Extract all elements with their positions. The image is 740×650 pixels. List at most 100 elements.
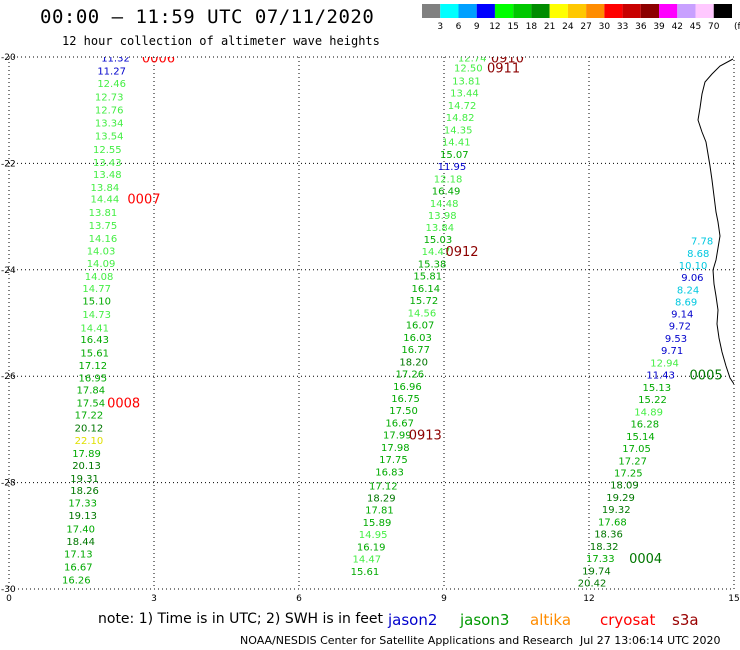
wave-height-label: 14.56	[408, 308, 437, 319]
y-tick-label: -28	[1, 479, 16, 489]
wave-height-label: 12.94	[650, 358, 679, 369]
wave-height-label: 15.61	[80, 348, 109, 359]
wave-height-label: 16.75	[391, 394, 420, 405]
color-swatch	[622, 4, 641, 18]
color-swatch	[640, 4, 660, 18]
wave-height-label: 15.38	[418, 259, 447, 270]
color-swatch	[659, 4, 678, 18]
y-tick-label: -26	[1, 372, 16, 382]
time-label: 0910	[491, 52, 524, 67]
chart-title: 00:00 – 11:59 UTC 07/11/2020	[40, 6, 375, 28]
wave-height-label: 16.77	[401, 345, 430, 356]
color-tick-label: 9	[474, 22, 480, 32]
wave-height-label: 17.27	[618, 456, 647, 467]
wave-height-label: 17.22	[75, 411, 104, 422]
wave-height-label: 15.10	[82, 297, 111, 308]
wave-height-label: 13.34	[95, 118, 124, 129]
wave-height-label: 11.43	[646, 371, 675, 382]
wave-height-label: 17.40	[66, 524, 95, 535]
wave-height-label: 18.20	[399, 357, 428, 368]
color-tick-label: 70	[708, 22, 720, 32]
wave-height-label: 16.07	[406, 321, 435, 332]
wave-height-label: 15.89	[363, 518, 392, 529]
color-tick-label: 18	[526, 22, 538, 32]
plot-frame	[8, 56, 735, 590]
wave-height-label: 18.26	[70, 486, 99, 497]
wave-height-label: 16.49	[432, 187, 461, 198]
wave-height-label: 9.72	[669, 322, 691, 333]
color-tick-label: 21	[544, 22, 555, 32]
wave-height-label: 14.08	[85, 272, 114, 283]
wave-height-label: 13.44	[450, 89, 479, 100]
x-tick-label: 6	[296, 594, 302, 604]
color-swatch	[695, 4, 714, 18]
wave-height-label: 17.50	[389, 406, 418, 417]
wave-height-label: 13.84	[91, 183, 120, 194]
wave-height-label: 19.32	[602, 505, 631, 516]
wave-height-label: 14.82	[446, 113, 475, 124]
color-swatch	[549, 4, 568, 18]
wave-height-label: 9.06	[681, 273, 703, 284]
y-tick-label: -24	[1, 266, 16, 276]
wave-height-label: 14.77	[82, 284, 111, 295]
coastline	[697, 58, 734, 385]
wave-height-label: 17.12	[78, 361, 107, 372]
wave-height-label: 19.74	[582, 566, 611, 577]
wave-height-label: 19.13	[68, 511, 97, 522]
wave-height-label: 17.05	[622, 444, 651, 455]
wave-height-label: 9.53	[665, 334, 687, 345]
wave-height-label: 13.84	[426, 223, 455, 234]
legend-notes: note: 1) Time is in UTC; 2) SWH is in fe…	[0, 607, 740, 633]
wave-height-label: 15.07	[440, 150, 469, 161]
wave-height-label: 13.81	[89, 208, 118, 219]
legend-cryosat: cryosat	[600, 611, 656, 629]
wave-height-label: 14.44	[91, 195, 120, 206]
wave-height-label: 16.03	[403, 333, 432, 344]
color-tick-label: 30	[599, 22, 611, 32]
wave-height-label: 17.12	[369, 481, 398, 492]
wave-height-label: 11.27	[97, 66, 126, 77]
wave-height-label: 12.73	[95, 92, 124, 103]
wave-height-label: 14.35	[444, 125, 473, 136]
wave-height-label: 14.09	[87, 259, 116, 270]
time-label: 0913	[409, 429, 442, 444]
wave-height-label: 15.81	[413, 272, 442, 283]
wave-height-label: 8.68	[687, 249, 709, 260]
wave-height-label: 12.55	[93, 145, 122, 156]
y-tick-label: -20	[1, 53, 16, 63]
x-tick-label: 3	[151, 594, 157, 604]
wave-height-label: 14.47	[353, 555, 382, 566]
legend-s3a: s3a	[672, 611, 699, 629]
color-legend	[422, 4, 732, 18]
wave-height-label: 16.28	[630, 420, 659, 431]
wave-height-label: 20.42	[578, 579, 607, 590]
wave-height-label: 12.18	[434, 174, 463, 185]
x-tick-label: 15	[728, 594, 739, 604]
wave-height-label: 14.03	[87, 247, 116, 258]
wave-height-label: 22.10	[75, 436, 104, 447]
wave-height-label: 17.25	[614, 468, 643, 479]
color-tick-label: 42	[672, 22, 683, 32]
time-label: 0004	[629, 552, 662, 567]
wave-height-label: 16.43	[80, 335, 109, 346]
color-tick-label: 3	[437, 22, 443, 32]
wave-height-label: 14.95	[359, 530, 388, 541]
time-label: 0003	[593, 589, 626, 604]
wave-height-label: 16.14	[411, 284, 440, 295]
time-label: 0912	[445, 245, 478, 260]
x-tick-label: 0	[6, 594, 12, 604]
color-swatch	[440, 4, 459, 18]
wave-height-label: 19.31	[70, 474, 99, 485]
wave-height-label: 16.67	[64, 563, 93, 574]
wave-height-label: 17.98	[381, 443, 410, 454]
wave-height-label: 14.48	[430, 199, 459, 210]
wave-height-label: 12.46	[97, 79, 126, 90]
wave-height-label: 17.75	[379, 455, 408, 466]
wave-height-label: 17.33	[586, 554, 615, 565]
color-swatch	[458, 4, 477, 18]
wave-height-label: 16.67	[385, 418, 414, 429]
time-label: 0005	[690, 369, 723, 384]
color-tick-label: 24	[562, 22, 574, 32]
color-tick-label: 15	[507, 22, 518, 32]
